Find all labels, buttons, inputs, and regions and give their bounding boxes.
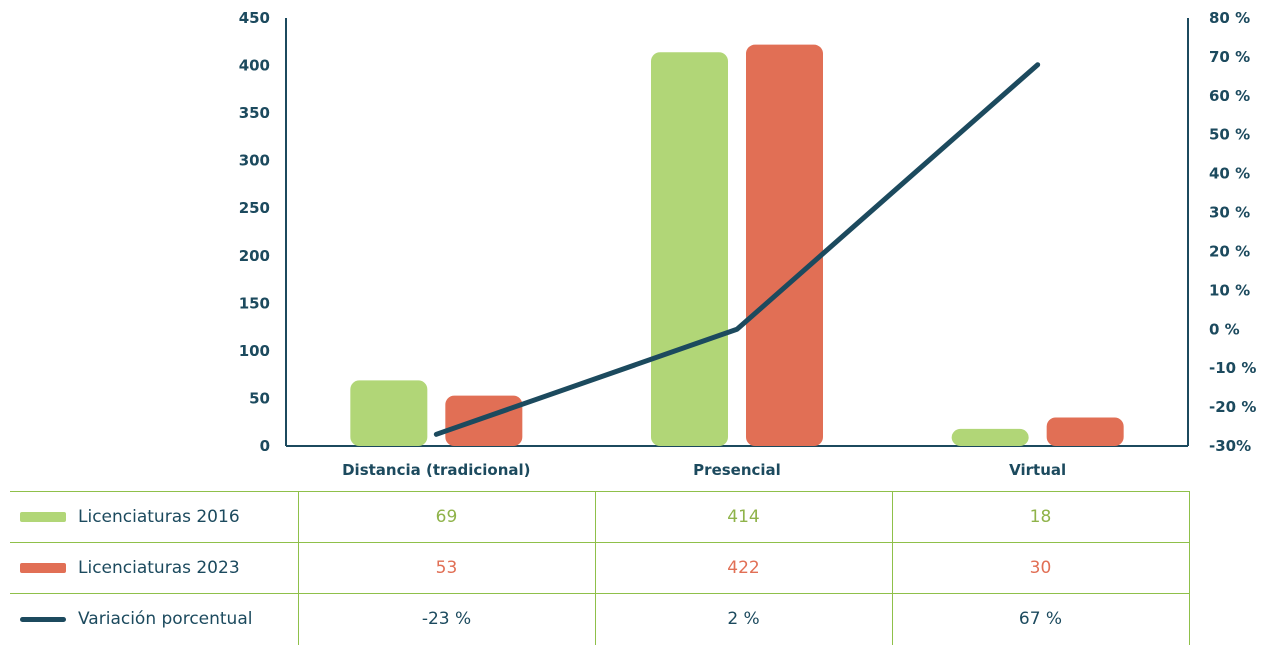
y-left-tick-label: 50 [249,389,270,407]
bar [445,395,523,446]
y-right-tick-label: 30 % [1209,204,1250,222]
y-left-tick-label: 250 [239,199,270,217]
y-right-tick-label: 0 % [1209,320,1240,338]
bar [951,428,1029,446]
legend-label-variacion: Variación porcentual [78,609,253,630]
bar [350,380,428,446]
y-left-tick-label: 100 [239,342,270,360]
combo-chart: 450 400 350 300 250 200 150 100 50 0 80 % 70 % 60 % 5… [239,9,1257,479]
y-left-tick-label: 200 [239,247,270,265]
cell-2016-distancia: 69 [297,491,595,543]
legend-swatch-2023 [20,563,66,573]
legend-cell-2023: Licenciaturas 2023 [10,542,298,594]
cell-variacion-presencial: 2 % [594,593,892,645]
cell-2016-presencial: 414 [594,491,892,543]
y-right-tick-label: 20 % [1209,242,1250,260]
cell-2023-virtual: 30 [891,542,1190,594]
variacion-line [433,62,1041,437]
y-left-tick-label: 0 [260,437,270,455]
x-category-label: Distancia (tradicional) [342,461,530,479]
y-left-tick-label: 450 [239,9,270,27]
table-row-variacion: Variación porcentual -23 % 2 % 67 % [10,593,1190,645]
y-right-tick-label: 60 % [1209,87,1250,105]
y-left-tick-label: 400 [239,57,270,75]
y-right-tick-label: 10 % [1209,281,1250,299]
x-category-label: Virtual [1009,461,1066,479]
table-row-2016: Licenciaturas 2016 69 414 18 [10,491,1190,543]
y-left-tick-label: 350 [239,104,270,122]
y-right-tick-label: -20 % [1209,398,1256,416]
cell-2016-virtual: 18 [891,491,1190,543]
cell-variacion-virtual: 67 % [891,593,1190,645]
legend-cell-variacion: Variación porcentual [10,593,298,645]
cell-2023-distancia: 53 [297,542,595,594]
bar [651,52,728,447]
bar [746,44,823,447]
data-table: Licenciaturas 2016 69 414 18 Licenciatur… [10,491,1190,645]
cell-2023-presencial: 422 [594,542,892,594]
bar [1046,417,1124,446]
cell-variacion-distancia: -23 % [297,593,595,645]
legend-label-2023: Licenciaturas 2023 [78,558,240,578]
y-right-tick-label: 50 % [1209,126,1250,144]
y-right-tick-label: 40 % [1209,165,1250,183]
y-left-tick-label: 300 [239,152,270,170]
y-right-tick-label: -30% [1209,437,1251,455]
legend-cell-2016: Licenciaturas 2016 [10,491,298,543]
legend-swatch-2016 [20,512,66,522]
legend-line-swatch-variacion [20,616,66,622]
y-left-tick-label: 150 [239,294,270,312]
y-right-tick-label: -10 % [1209,359,1256,377]
y-right-tick-label: 70 % [1209,48,1250,66]
table-row-2023: Licenciaturas 2023 53 422 30 [10,542,1190,594]
y-right-tick-label: 80 % [1209,9,1250,27]
x-category-label: Presencial [693,461,781,479]
legend-label-2016: Licenciaturas 2016 [78,507,240,527]
